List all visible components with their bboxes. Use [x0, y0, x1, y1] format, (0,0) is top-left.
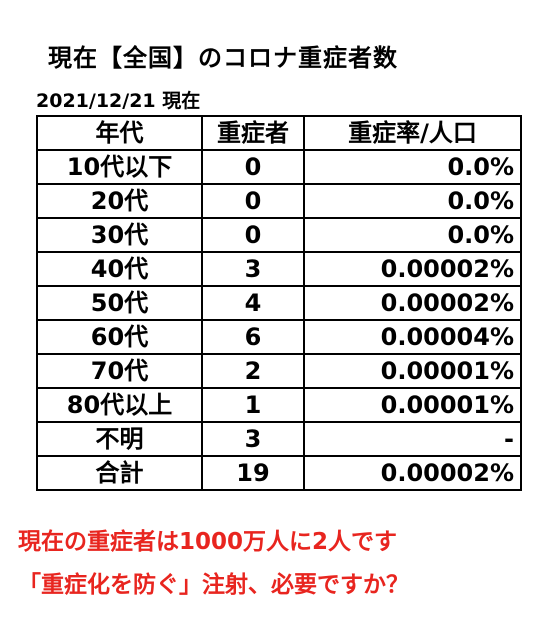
age-group-cell: 不明 [36, 421, 203, 457]
age-group-cell: 10代以下 [36, 149, 203, 185]
severe-count-cell: 3 [201, 251, 305, 287]
header-age-group: 年代 [36, 115, 203, 151]
severe-rate-cell: 0.0% [303, 149, 522, 185]
severe-count-cell: 1 [201, 387, 305, 423]
severe-count-cell: 0 [201, 183, 305, 219]
severe-rate-cell: 0.0% [303, 217, 522, 253]
total-count-cell: 19 [201, 455, 305, 491]
severe-rate-cell: 0.00002% [303, 251, 522, 287]
report-date: 2021/12/21 現在 [36, 90, 201, 112]
severe-count-cell: 0 [201, 149, 305, 185]
table-row: 50代 4 0.00002% [36, 285, 522, 321]
severe-rate-cell: 0.00004% [303, 319, 522, 355]
severe-rate-cell: 0.00001% [303, 387, 522, 423]
table-row: 不明 3 - [36, 421, 522, 457]
header-severe-count: 重症者 [201, 115, 305, 151]
severe-count-cell: 3 [201, 421, 305, 457]
severe-count-cell: 2 [201, 353, 305, 389]
note-line-1: 現在の重症者は1000万人に2人です [18, 529, 398, 555]
table-row: 20代 0 0.0% [36, 183, 522, 219]
severe-rate-cell: - [303, 421, 522, 457]
table-row: 80代以上 1 0.00001% [36, 387, 522, 423]
severe-rate-cell: 0.00002% [303, 285, 522, 321]
page-title: 現在【全国】のコロナ重症者数 [48, 44, 398, 72]
age-group-cell: 40代 [36, 251, 203, 287]
table-row: 60代 6 0.00004% [36, 319, 522, 355]
severe-count-cell: 4 [201, 285, 305, 321]
total-label-cell: 合計 [36, 455, 203, 491]
age-group-cell: 70代 [36, 353, 203, 389]
severe-count-cell: 0 [201, 217, 305, 253]
note-line-2: 「重症化を防ぐ」注射、必要ですか？ [18, 572, 409, 598]
table-row: 40代 3 0.00002% [36, 251, 522, 287]
table-row: 10代以下 0 0.0% [36, 149, 522, 185]
age-group-cell: 30代 [36, 217, 203, 253]
table-header-row: 年代 重症者 重症率/人口 [36, 115, 522, 151]
age-group-cell: 80代以上 [36, 387, 203, 423]
table-row: 30代 0 0.0% [36, 217, 522, 253]
severe-cases-table: 年代 重症者 重症率/人口 10代以下 0 0.0% 20代 0 0.0% 30… [36, 115, 522, 491]
severe-rate-cell: 0.0% [303, 183, 522, 219]
age-group-cell: 20代 [36, 183, 203, 219]
severe-rate-cell: 0.00001% [303, 353, 522, 389]
header-severe-rate: 重症率/人口 [303, 115, 522, 151]
table-row: 70代 2 0.00001% [36, 353, 522, 389]
table-total-row: 合計 19 0.00002% [36, 455, 522, 491]
age-group-cell: 60代 [36, 319, 203, 355]
total-rate-cell: 0.00002% [303, 455, 522, 491]
age-group-cell: 50代 [36, 285, 203, 321]
severe-count-cell: 6 [201, 319, 305, 355]
